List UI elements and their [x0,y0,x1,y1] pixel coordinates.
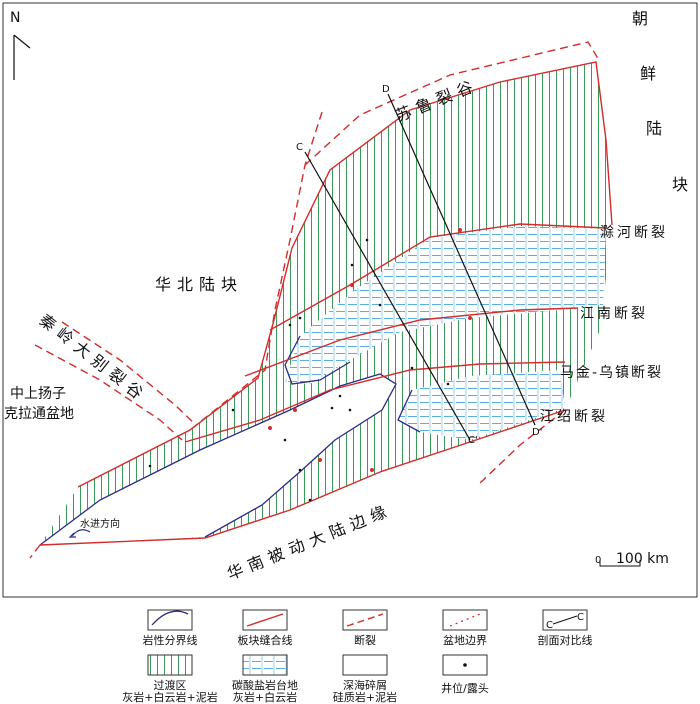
transgression-label: 水进方向 [80,517,120,530]
block-label: 朝 [632,9,654,28]
fault-label: 马金-乌镇断裂 [560,365,663,381]
transgression-arrow [68,529,91,538]
wells [148,238,450,502]
block-label: 陆 [646,119,668,138]
legend-label: 岩性分界线 [143,633,198,647]
lithology-boundary [397,389,421,433]
outcrops [268,228,472,472]
profile-label: D [382,84,390,95]
legend: 岩性分界线 板块缝合线 断裂 盆地边界 C C 剖面对比线 过渡区 灰岩+白云岩… [122,609,593,704]
legend-icon [552,615,578,625]
legend-label: 板块缝合线 [238,633,293,647]
legend-label: 井位/露头 [441,681,489,695]
legend-icon [346,613,384,627]
block-label: 鲜 [640,64,662,83]
fault-label: 滁河断裂 [600,225,668,241]
sutures [39,61,613,546]
legend-box [342,609,388,631]
legend-box [147,609,193,631]
legend-sublabel: 硅质岩+泥岩 [333,690,397,704]
scale-label: 0 [595,555,601,566]
deep-sea-clastics [40,374,396,545]
legend-sublabel: 灰岩+白云岩 [233,690,297,704]
legend-icon [463,663,467,667]
profile-label: C [296,142,303,153]
block-label: 块 [672,175,694,194]
legend-icon [246,613,284,627]
block-label: 华北陆块 [155,275,243,294]
fault-label: 江南断裂 [580,306,648,322]
profile-lines [304,93,536,441]
legend-box [147,654,193,676]
legend-icon-label: C [577,612,584,623]
legend-label: 过渡区 [154,678,187,692]
legend-label: 剖面对比线 [538,633,593,647]
scale-bar [599,560,641,567]
basin-label: 中上扬子 [10,386,66,402]
legend-label: 盆地边界 [443,633,487,647]
north-arrow [13,34,31,80]
legend-icon-label: C [546,620,553,631]
scale-label: 100 km [616,551,669,567]
legend-label: 深海碎屑 [343,678,387,692]
lithology-boundary [284,335,351,385]
profile-label: C' [468,435,478,446]
fault-label: 江绍断裂 [540,409,608,425]
profile-label: D' [532,427,542,438]
north-label: N [10,10,20,26]
legend-label: 碳酸盐岩台地 [232,678,298,692]
legend-box [442,609,488,631]
legend-box [342,654,388,676]
legend-label: 断裂 [354,633,376,647]
rifts [29,41,601,559]
basin-label: 克拉通盆地 [4,406,74,422]
legend-box [242,654,288,676]
carbonate-platform [285,226,606,384]
lithology-boundary [39,373,397,546]
legend-sublabel: 灰岩+白云岩+泥岩 [122,690,217,704]
legend-icon [151,610,189,626]
